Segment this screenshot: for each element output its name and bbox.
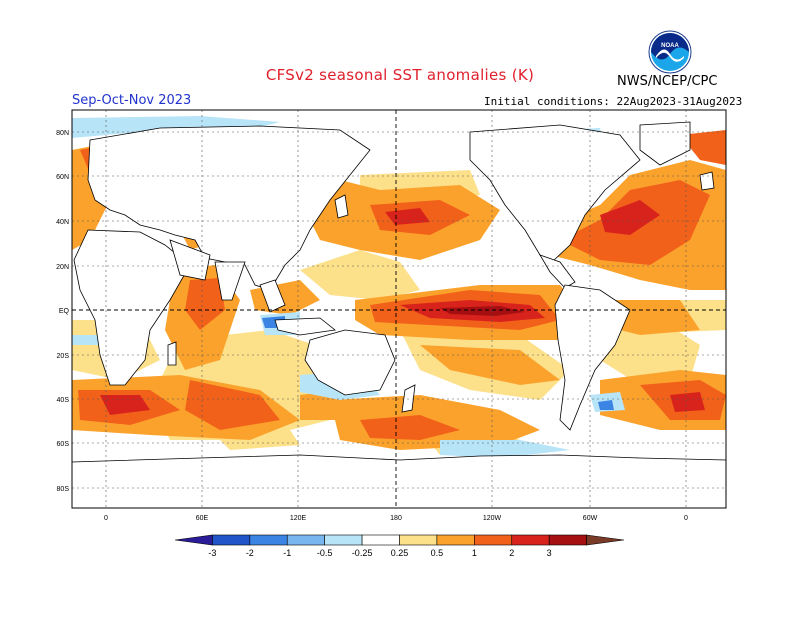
- colorbar-tick-label: 3: [547, 548, 552, 558]
- lon-label: 120E: [290, 515, 307, 522]
- colorbar-tick-label: 1: [472, 548, 477, 558]
- lon-label: 180: [390, 515, 402, 522]
- colorbar-segment: [174, 534, 213, 546]
- lon-label: 120W: [483, 515, 502, 522]
- lon-label: 0: [104, 515, 108, 522]
- equator-dateline: [72, 110, 726, 508]
- colorbar-tick-label: -0.25: [352, 548, 373, 558]
- lon-label: 0: [684, 515, 688, 522]
- logo-text: NOAA: [661, 43, 679, 49]
- colorbar-segment: [436, 534, 475, 546]
- latitude-labels: 80N 60N 40N 20N EQ 20S 40S 60S 80S: [56, 130, 69, 493]
- colorbar-tick-label: -2: [246, 548, 254, 558]
- colorbar-tick-label: -1: [283, 548, 291, 558]
- continents: [72, 121, 726, 508]
- lat-label: EQ: [59, 308, 70, 315]
- map-title: CFSv2 seasonal SST anomalies (K): [265, 66, 535, 84]
- agency-label: NWS/NCEP/CPC: [617, 74, 718, 89]
- colorbar-segment: [511, 534, 550, 546]
- colorbar-segment: [361, 534, 400, 546]
- colorbar-tick-label: 0.25: [391, 548, 409, 558]
- colorbar-segment: [474, 534, 513, 546]
- lon-label: 60W: [583, 515, 598, 522]
- colorbar-tick-label: -0.5: [317, 548, 333, 558]
- initial-conditions-label: Initial conditions: 22Aug2023-31Aug2023: [484, 95, 743, 108]
- lon-label: 60E: [196, 515, 209, 522]
- colorbar-tick-label: 0.5: [431, 548, 444, 558]
- colorbar-tick-label: -3: [208, 548, 216, 558]
- colorbar-segment: [324, 534, 363, 546]
- colorbar-tick-label: 2: [509, 548, 514, 558]
- colorbar-segment: [548, 534, 587, 546]
- anomaly-minus-0.25: [72, 116, 625, 458]
- anomaly-field: [72, 110, 726, 508]
- longitude-labels: 0 60E 120E 180 120W 60W 0: [104, 515, 688, 522]
- anomaly-above-3: [440, 306, 525, 316]
- lat-label: 60N: [56, 174, 69, 181]
- colorbar-segment: [286, 534, 325, 546]
- colorbar-segment: [586, 534, 625, 546]
- lat-label: 40S: [57, 397, 70, 404]
- season-label: Sep-Oct-Nov 2023: [72, 93, 192, 108]
- lat-label: 80S: [57, 486, 70, 493]
- colorbar-legend: -3 -2 -1 -0.5 -0.25 0.25 0.5 1 2 3: [174, 534, 625, 558]
- lat-label: 20N: [56, 264, 69, 271]
- lat-label: 60S: [57, 441, 70, 448]
- lat-label: 40N: [56, 219, 69, 226]
- graticule: [72, 110, 726, 508]
- lat-label: 80N: [56, 130, 69, 137]
- colorbar-segment: [212, 534, 251, 546]
- lat-label: 20S: [57, 353, 70, 360]
- map-frame: [71, 109, 727, 509]
- colorbar-segment: [249, 534, 288, 546]
- colorbar-segment: [399, 534, 438, 546]
- noaa-logo: NOAA: [648, 30, 692, 74]
